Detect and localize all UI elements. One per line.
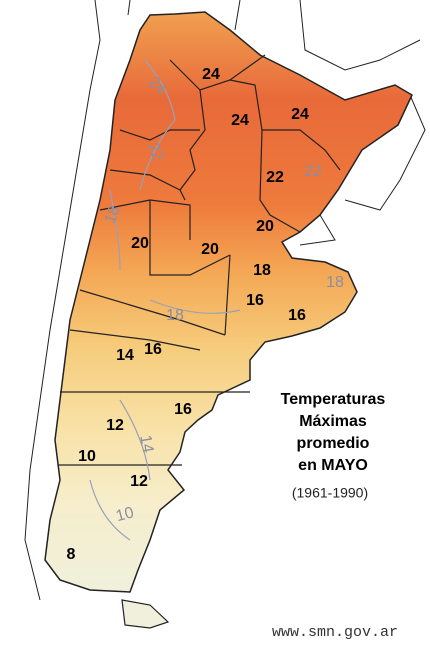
isotherm-label: 20	[131, 235, 149, 252]
isotherm-label: 18	[102, 204, 124, 227]
isotherm-label: 20	[256, 218, 274, 235]
isotherm-label: 10	[114, 504, 136, 525]
isotherm-label: 10	[78, 448, 96, 465]
isotherm-label: 18	[326, 274, 344, 291]
isotherm-label: 24	[202, 66, 220, 83]
isotherm-label: 16	[144, 341, 162, 358]
title-line: Máximas	[299, 413, 367, 430]
isotherm-label: 24	[231, 112, 249, 129]
isotherm-label: 16	[174, 401, 192, 418]
isotherm-label: 16	[246, 292, 264, 309]
argentina	[44, 11, 413, 593]
isotherm-label: 8	[67, 546, 76, 563]
title-line: en MAYO	[298, 457, 368, 474]
isotherm-label: 14	[136, 434, 156, 455]
province-borders	[58, 54, 341, 466]
tierra-del-fuego	[121, 599, 170, 629]
isotherm-label: 20	[201, 241, 219, 258]
isotherm-label: 12	[106, 417, 124, 434]
title-line: promedio	[297, 435, 370, 452]
isotherm-label: 18	[253, 262, 271, 279]
isotherms	[89, 59, 241, 541]
title-line: Temperaturas	[281, 391, 386, 408]
isotherm-label: 12	[130, 473, 148, 490]
isotherm-label: 22	[144, 141, 166, 164]
period: (1961-1990)	[292, 485, 368, 501]
isotherm-label: 16	[288, 307, 306, 324]
neighbor-borders	[24, 0, 426, 601]
isotherm-label: 22	[266, 169, 284, 186]
isotherm-label: 24	[291, 106, 309, 123]
source: www.smn.gov.ar	[272, 624, 398, 641]
isotherm-label: 18	[166, 307, 184, 324]
isotherm-label: 14	[116, 347, 134, 364]
isotherm-label: 22	[304, 163, 322, 180]
